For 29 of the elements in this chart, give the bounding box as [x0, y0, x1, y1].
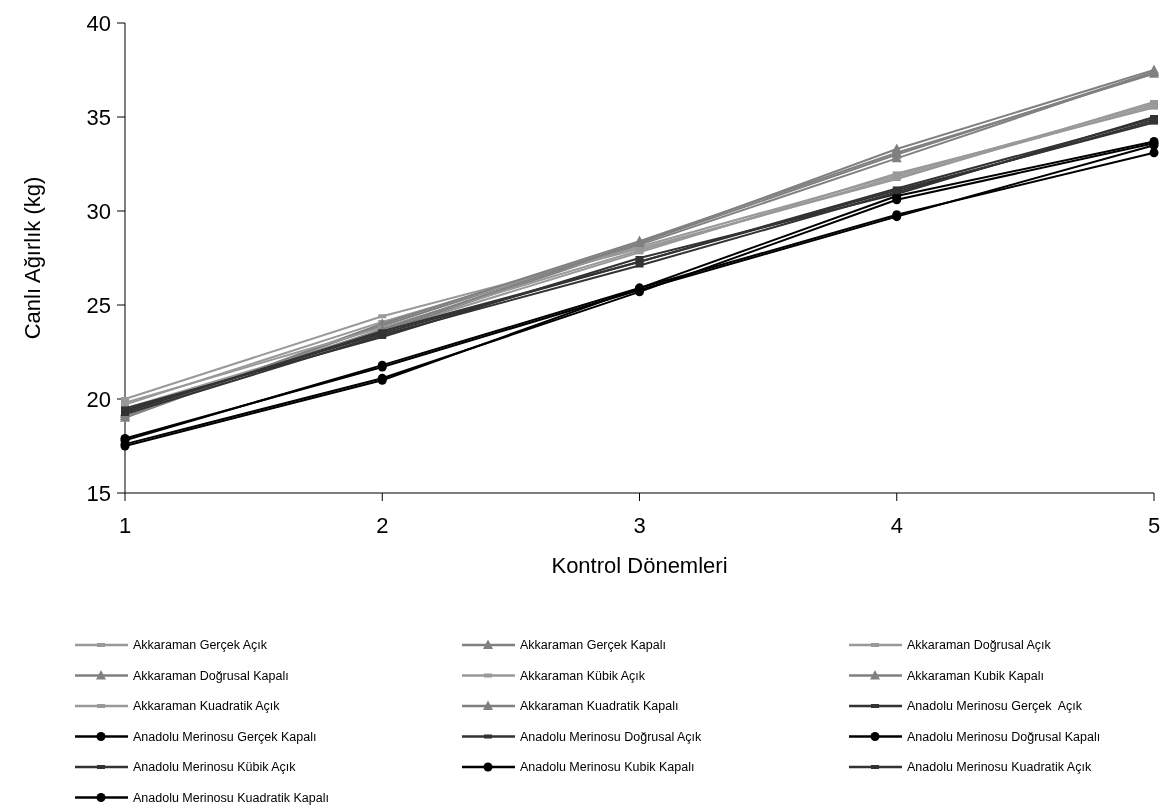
legend-label: Akkaraman Gerçek Kapalı [520, 638, 666, 653]
legend-label: Anadolu Merinosu Kubik Kapalı [520, 760, 695, 775]
legend-label: Anadolu Merinosu Kuadratik Kapalı [133, 790, 329, 805]
legend-label: Anadolu Merinosu Doğrusal Kapalı [907, 729, 1101, 744]
y-tick-label: 20 [86, 386, 111, 412]
legend-label: Anadolu Merinosu Gerçek Kapalı [133, 729, 317, 744]
x-tick-label: 4 [890, 513, 903, 538]
legend-label: Akkaraman Doğrusal Açık [907, 638, 1052, 653]
y-tick-label: 40 [86, 10, 111, 36]
legend-label: Anadolu Merinosu Kuadratik Açık [907, 760, 1092, 775]
legend-label: Akkaraman Gerçek Açık [133, 638, 268, 653]
y-tick-label: 30 [86, 198, 111, 224]
x-tick-label: 1 [118, 513, 132, 538]
x-axis-title: Kontrol Dönemleri [551, 553, 728, 578]
legend-label: Akkaraman Kuadratik Kapalı [520, 699, 679, 714]
legend-label: Akkaraman Kuadratik Açık [133, 699, 281, 714]
legend-label: Akkaraman Kubik Kapalı [907, 668, 1044, 683]
legend-label: Anadolu Merinosu Kübik Açık [133, 760, 297, 775]
x-tick-label: 2 [376, 513, 389, 538]
x-tick-label: 5 [1147, 513, 1161, 538]
legend-label: Anadolu Merinosu Gerçek Açık [907, 699, 1083, 714]
legend-label: Akkaraman Doğrusal Kapalı [133, 668, 289, 683]
legend-label: Anadolu Merinosu Doğrusal Açık [520, 729, 703, 744]
legend-label: Akkaraman Kübik Açık [520, 668, 646, 683]
y-tick-label: 15 [86, 480, 111, 506]
x-tick-label: 3 [633, 513, 646, 538]
y-tick-label: 35 [86, 104, 111, 130]
y-tick-label: 25 [86, 292, 111, 318]
y-axis-title: Canlı Ağırlık (kg) [20, 176, 45, 340]
